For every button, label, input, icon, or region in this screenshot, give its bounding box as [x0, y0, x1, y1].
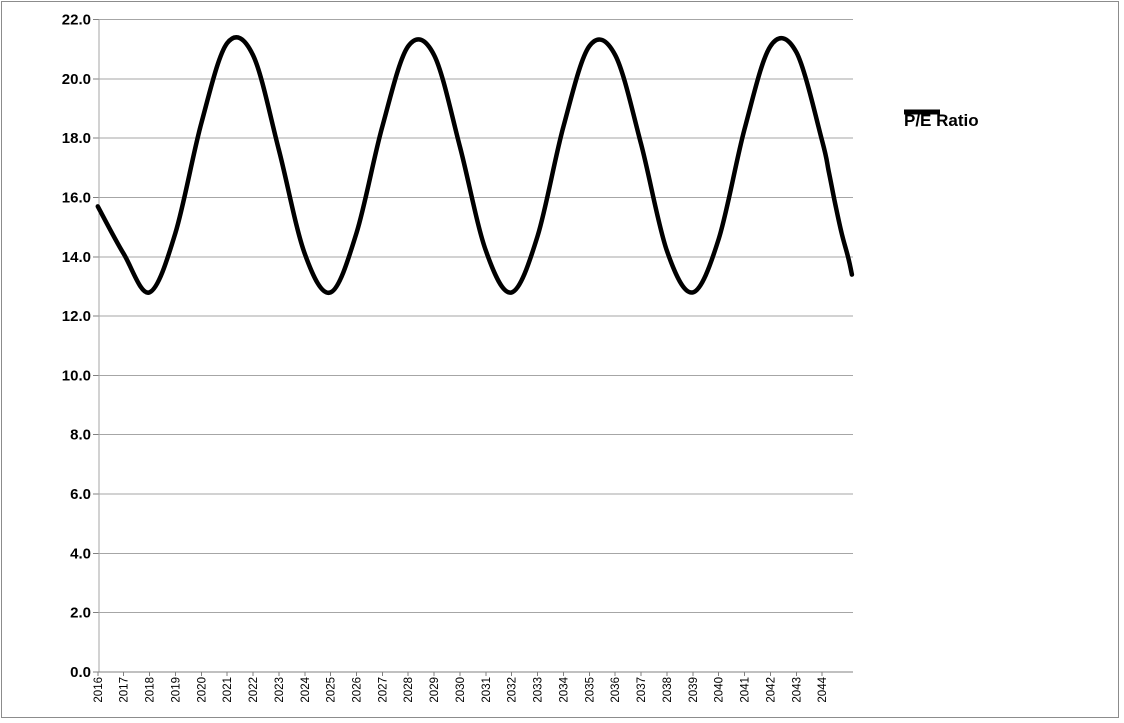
y-axis-tick-label: 18.0 [62, 130, 91, 147]
x-axis-tick-label: 2032 [507, 677, 519, 703]
x-axis-tick-label: 2041 [740, 677, 752, 703]
y-axis-tick-label: 8.0 [70, 427, 91, 444]
x-axis-tick-label: 2028 [403, 677, 415, 703]
x-axis-tick-label: 2034 [558, 676, 570, 702]
x-axis-tick-label: 2018 [145, 677, 157, 703]
y-axis-tick-label: 4.0 [70, 545, 91, 562]
legend-label: P/E Ratio [904, 111, 979, 130]
x-axis-tick-label: 2042 [765, 677, 777, 703]
y-axis-tick-label: 20.0 [62, 71, 91, 88]
x-axis-tick-label: 2026 [352, 677, 364, 703]
x-axis-tick-label: 2030 [455, 677, 467, 703]
y-axis-tick-label: 10.0 [62, 367, 91, 384]
x-axis-tick-label: 2027 [377, 677, 389, 703]
x-axis-tick-label: 2029 [429, 677, 441, 703]
y-axis-tick-label: 12.0 [62, 308, 91, 325]
legend-line-icon [904, 109, 940, 115]
x-axis-tick-label: 2035 [584, 677, 596, 703]
x-axis-tick-label: 2016 [93, 677, 105, 703]
x-axis-tick-label: 2025 [326, 677, 338, 703]
y-axis-tick-label: 2.0 [70, 605, 91, 622]
x-axis-tick-label: 2021 [222, 677, 234, 703]
x-axis-tick-label: 2040 [714, 677, 726, 703]
y-axis-tick-label: 22.0 [62, 12, 91, 29]
x-axis-tick-label: 2017 [119, 677, 131, 703]
x-axis-tick-label: 2031 [481, 677, 493, 703]
x-axis-tick-label: 2036 [610, 677, 622, 703]
x-axis-tick-label: 2019 [170, 677, 182, 703]
x-axis-tick-label: 2044 [817, 676, 829, 702]
x-axis-tick-label: 2022 [248, 677, 260, 703]
pe-ratio-curve [95, 35, 855, 295]
y-axis-tick-label: 16.0 [62, 189, 91, 206]
x-axis-tick-label: 2043 [791, 677, 803, 703]
y-axis-tick-label: 0.0 [70, 664, 91, 681]
x-axis-tick-label: 2039 [688, 677, 700, 703]
x-axis-tick-label: 2023 [274, 677, 286, 703]
x-axis-tick-label: 2038 [662, 677, 674, 703]
x-axis-tick-label: 2020 [196, 677, 208, 703]
x-axis-tick-label: 2024 [300, 676, 312, 702]
x-axis-tick-label: 2037 [636, 677, 648, 703]
legend: P/E Ratio [903, 107, 979, 135]
x-axis-tick-label: 2033 [533, 677, 545, 703]
y-axis-tick-label: 14.0 [62, 249, 91, 266]
y-axis-tick-label: 6.0 [70, 486, 91, 503]
